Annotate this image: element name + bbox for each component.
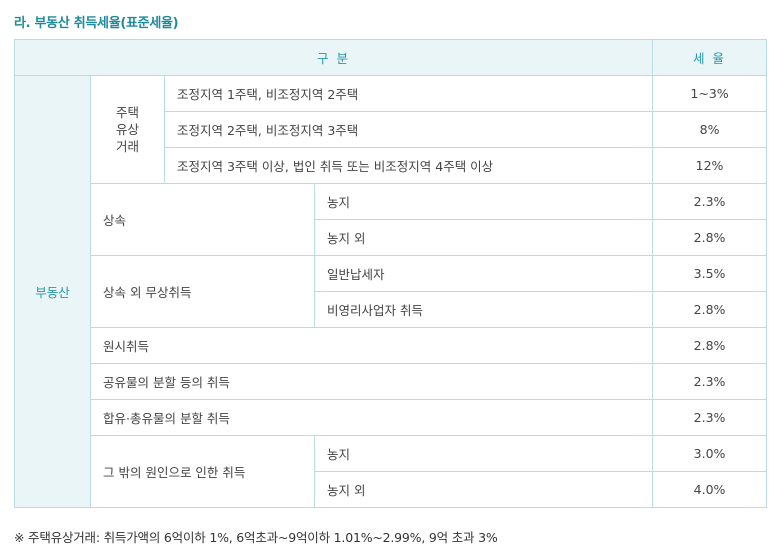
footnote: ※ 주택유상거래: 취득가액의 6억이하 1%, 6억초과~9억이하 1.01%… [14, 530, 498, 545]
table-row: 농지 외 4.0% [15, 471, 768, 508]
header-rate: 세 율 [652, 39, 768, 76]
housing-desc-3: 조정지역 3주택 이상, 법인 취득 또는 비조정지역 4주택 이상 [163, 147, 654, 184]
housing-rate-3: 12% [652, 147, 768, 184]
category-real-estate: 부동산 [14, 75, 91, 508]
table-row: 상속 농지 2.3% [15, 183, 768, 256]
other-desc-2: 농지 외 [313, 471, 654, 508]
gratuitous-desc-2: 비영리사업자 취득 [313, 291, 654, 328]
other-rate-2: 4.0% [652, 471, 768, 508]
table-row: 그 밖의 원인으로 인한 취득 농지 3.0% [15, 435, 768, 508]
original-acquisition-rate: 2.8% [652, 327, 768, 364]
inheritance-rate-2: 2.8% [652, 219, 768, 256]
table-row: 비영리사업자 취득 2.8% [15, 291, 768, 328]
table-row: 상속 외 무상취득 일반납세자 3.5% [15, 255, 768, 328]
table-row: 조정지역 3주택 이상, 법인 취득 또는 비조정지역 4주택 이상 12% [15, 147, 768, 184]
other-desc-1: 농지 [313, 435, 654, 472]
table-row: 조정지역 2주택, 비조정지역 3주택 8% [15, 111, 768, 148]
co-owned-split-label: 공유물의 분할 등의 취득 [89, 363, 654, 400]
other-rate-1: 3.0% [652, 435, 768, 472]
inheritance-label: 상속 [90, 183, 315, 256]
gratuitous-label: 상속 외 무상취득 [90, 255, 315, 328]
joint-owned-split-label: 합유·총유물의 분할 취득 [89, 399, 654, 436]
table-row: 부동산 주택 유상 거래 조정지역 1주택, 비조정지역 2주택 1~3% [14, 75, 768, 508]
inheritance-desc-1: 농지 [313, 183, 654, 220]
joint-owned-split-rate: 2.3% [652, 399, 768, 436]
other-cause-label: 그 밖의 원인으로 인한 취득 [90, 435, 315, 508]
inheritance-rate-1: 2.3% [652, 183, 768, 220]
housing-label: 주택 유상 거래 [90, 75, 165, 184]
gratuitous-rate-1: 3.5% [652, 255, 768, 292]
header-division: 구 분 [13, 39, 654, 76]
section-heading: 라. 부동산 취득세율(표준세율) [14, 16, 179, 31]
table-row: 공유물의 분할 등의 취득 2.3% [15, 363, 768, 400]
table-row: 원시취득 2.8% [15, 327, 768, 364]
table-header-row: 구 분 세 율 [13, 39, 768, 76]
table-row: 농지 외 2.8% [15, 219, 768, 256]
inheritance-desc-2: 농지 외 [313, 219, 654, 256]
housing-rate-2: 8% [652, 111, 768, 148]
table-row: 합유·총유물의 분할 취득 2.3% [15, 399, 768, 436]
housing-desc-1: 조정지역 1주택, 비조정지역 2주택 [163, 75, 654, 112]
tax-rate-table: 구 분 세 율 부동산 주택 유상 거래 조정지역 1주택, 비조정지역 2주택… [13, 39, 768, 508]
co-owned-split-rate: 2.3% [652, 363, 768, 400]
original-acquisition-label: 원시취득 [89, 327, 654, 364]
gratuitous-desc-1: 일반납세자 [313, 255, 654, 292]
housing-desc-2: 조정지역 2주택, 비조정지역 3주택 [163, 111, 654, 148]
gratuitous-rate-2: 2.8% [652, 291, 768, 328]
housing-rate-1: 1~3% [652, 75, 768, 112]
